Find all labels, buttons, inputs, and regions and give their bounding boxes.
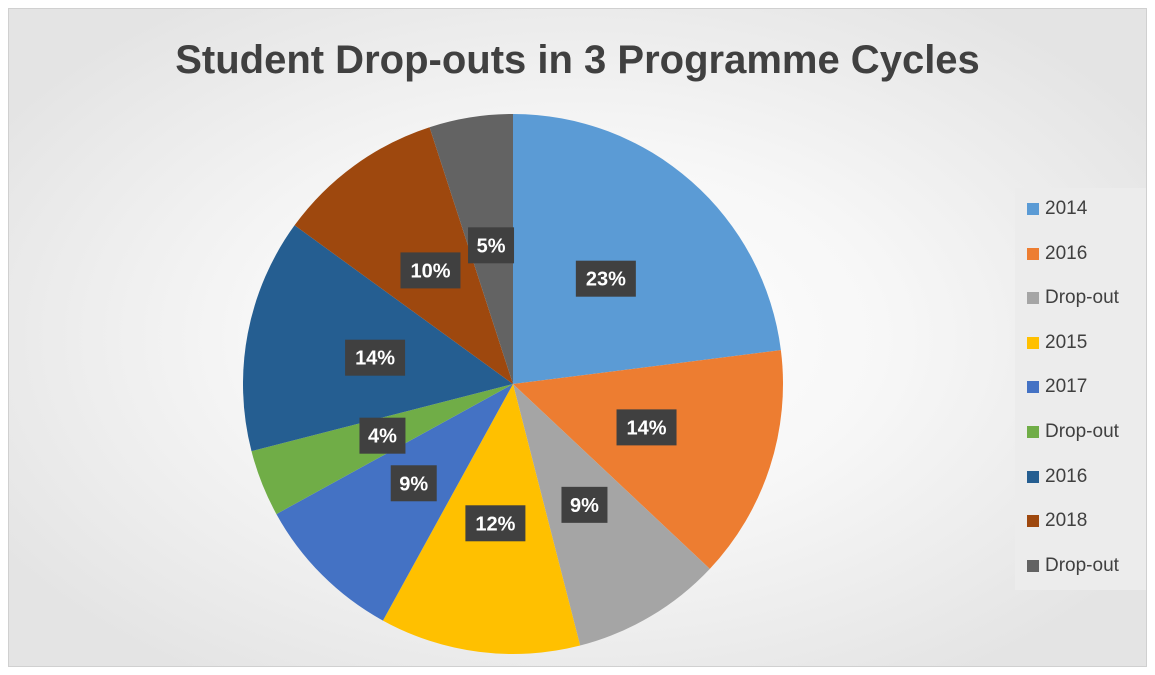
pie-slice (513, 350, 783, 569)
data-label-text: 14% (355, 348, 395, 370)
data-label: 5% (468, 227, 515, 264)
legend-label: 2018 (1045, 510, 1088, 532)
data-label-text: 12% (475, 513, 515, 535)
legend-label: 2016 (1045, 465, 1088, 487)
legend-swatch (1027, 336, 1039, 349)
legend-item: 2016 (1027, 242, 1087, 266)
data-label: 23% (575, 260, 636, 297)
legend-label: Drop-out (1045, 421, 1119, 442)
data-label: 9% (390, 465, 437, 502)
data-label-text: 14% (627, 417, 667, 439)
pie-slice (276, 384, 513, 621)
data-label-text: 4% (368, 426, 397, 448)
legend-swatch (1027, 247, 1039, 260)
legend-item: 2017 (1027, 375, 1087, 399)
pie-slice (513, 114, 781, 384)
data-label: 14% (345, 339, 406, 376)
data-label-text: 9% (570, 495, 599, 517)
legend-item: 2016 (1027, 465, 1087, 489)
chart-title: Student Drop-outs in 3 Programme Cycles (175, 38, 980, 82)
data-label: 14% (616, 409, 677, 446)
legend-item: 2018 (1027, 509, 1087, 533)
pie-slice (242, 225, 513, 452)
legend-label: 2016 (1045, 242, 1088, 264)
data-label-text: 23% (586, 269, 626, 291)
legend-label: Drop-out (1045, 287, 1119, 309)
legend-label: 2014 (1045, 198, 1088, 219)
legend-swatch (1027, 426, 1039, 438)
legend-item: 2015 (1027, 331, 1087, 355)
legend-swatch (1027, 559, 1039, 572)
legend-item: Drop-out (1027, 554, 1119, 578)
legend-swatch (1027, 203, 1039, 215)
data-label-text: 5% (477, 235, 506, 257)
legend-item: Drop-out (1027, 286, 1119, 310)
data-label: 9% (561, 486, 608, 523)
data-label-text: 10% (410, 260, 450, 282)
data-label: 12% (465, 505, 526, 542)
data-label: 4% (359, 417, 406, 454)
data-label-text: 9% (399, 473, 428, 495)
legend-label: 2017 (1045, 376, 1088, 398)
data-label: 10% (400, 252, 461, 289)
legend-swatch (1027, 515, 1039, 528)
legend-item: Drop-out (1027, 420, 1119, 444)
pie-slice (513, 384, 710, 646)
legend-label: Drop-out (1045, 554, 1119, 576)
legend-item: 2014 (1027, 197, 1087, 221)
legend-swatch (1027, 292, 1039, 305)
legend-label: 2015 (1045, 331, 1088, 353)
legend-swatch (1027, 381, 1039, 394)
legend: 2014 2016 Drop-out 2015 2017 Drop-out 2016 2018… (1015, 188, 1146, 590)
legend-swatch (1027, 470, 1039, 483)
